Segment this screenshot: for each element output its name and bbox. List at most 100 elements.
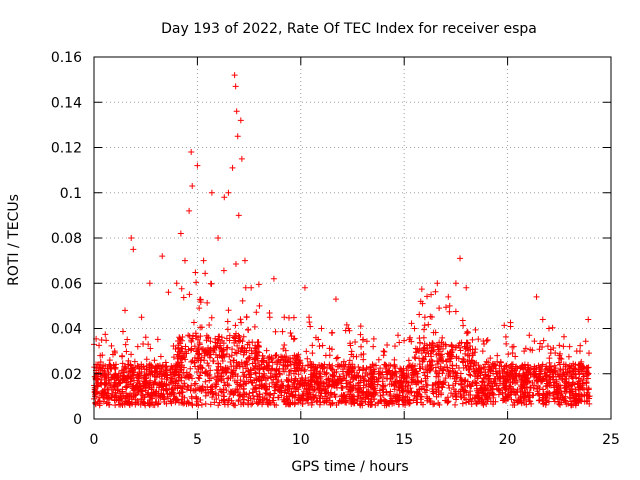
data-point-bg [494, 386, 501, 393]
data-point-bg [207, 375, 214, 382]
data-point-bg [175, 342, 182, 349]
data-point-bg [347, 378, 354, 385]
y-tick-label: 0.12 [51, 141, 82, 157]
data-point-bg [134, 343, 141, 350]
data-point [235, 212, 242, 219]
data-point-bg [188, 358, 195, 365]
data-point [177, 230, 184, 237]
data-point-bg [102, 381, 109, 388]
data-point-bg [457, 388, 464, 395]
data-point-bg [108, 394, 115, 401]
data-point-bg [170, 396, 177, 403]
data-point-bg [354, 398, 361, 405]
data-point-bg [559, 376, 566, 383]
data-point-bg [197, 396, 204, 403]
data-point-bg [511, 367, 518, 374]
data-point-bg [230, 334, 237, 341]
data-point-bg [400, 370, 407, 377]
data-point-bg [533, 372, 540, 379]
data-point-bg [467, 372, 474, 379]
y-tick-label: 0.02 [51, 367, 82, 383]
data-point-bg [456, 340, 463, 347]
data-point-bg [552, 365, 559, 372]
data-point-bg [146, 402, 153, 409]
data-point-bg [459, 400, 466, 407]
data-point-bg [279, 382, 286, 389]
data-point-bg [420, 401, 426, 408]
data-point-bg [563, 388, 570, 395]
data-point-bg [363, 338, 370, 345]
data-point-bg [272, 328, 279, 335]
data-point-bg [224, 326, 231, 333]
data-point-bg [482, 361, 489, 368]
data-point-bg [278, 392, 285, 399]
data-point-bg [272, 387, 279, 394]
data-point [345, 325, 352, 332]
data-point-bg [94, 398, 101, 405]
y-tick-label: 0.14 [51, 95, 82, 111]
data-point-bg [469, 352, 476, 359]
data-point-bg [334, 361, 341, 368]
data-point-bg [340, 358, 347, 365]
data-point-bg [334, 354, 341, 361]
data-point-bg [124, 392, 131, 399]
data-point [566, 343, 573, 350]
data-point-bg [263, 347, 270, 354]
data-point-bg [551, 398, 558, 405]
data-point-bg [419, 364, 426, 371]
data-point-bg [440, 367, 447, 374]
data-point-bg [290, 336, 297, 343]
data-point-bg [283, 401, 290, 408]
data-point-bg [380, 389, 387, 396]
data-point-bg [206, 354, 213, 361]
data-point-bg [531, 338, 538, 345]
data-point-bg [398, 374, 405, 381]
data-point-bg [501, 366, 508, 373]
data-point-bg [550, 369, 557, 376]
data-point-bg [244, 361, 251, 368]
data-point-bg [280, 396, 287, 403]
data-point-bg [570, 379, 577, 386]
data-point-bg [451, 368, 458, 375]
data-point-bg [565, 400, 572, 407]
data-point-bg [430, 401, 437, 408]
data-point-bg [471, 359, 478, 366]
data-point [200, 257, 207, 264]
data-point-bg [157, 353, 164, 360]
data-point-bg [179, 385, 186, 392]
data-point-bg [492, 368, 499, 375]
data-point-bg [232, 260, 239, 267]
data-point-bg [492, 362, 499, 369]
data-point-bg [313, 379, 320, 386]
data-point-bg [396, 377, 403, 384]
data-point-bg [236, 360, 243, 367]
data-point-bg [561, 382, 568, 389]
data-point-bg [310, 387, 317, 394]
data-point-bg [303, 382, 310, 389]
data-point-bg [215, 402, 222, 409]
data-point-bg [416, 346, 423, 353]
data-point-bg [461, 395, 468, 402]
data-point-bg [478, 395, 485, 402]
data-point-bg [355, 380, 362, 387]
data-point-bg [246, 390, 253, 397]
data-point-bg [271, 384, 278, 391]
data-point-bg [284, 395, 291, 402]
data-point-bg [204, 299, 211, 306]
data-point-bg [282, 365, 289, 372]
data-point-bg [251, 323, 258, 330]
data-point-bg [452, 369, 459, 376]
data-point-bg [158, 373, 165, 380]
data-point-bg [123, 384, 130, 391]
data-point-bg [350, 393, 357, 400]
data-point-bg [550, 395, 557, 402]
data-point-bg [562, 371, 569, 378]
y-tick-label: 0.06 [51, 276, 82, 292]
data-point-bg [500, 380, 507, 387]
data-point-bg [127, 381, 134, 388]
data-point-bg [176, 390, 183, 397]
data-point-bg [505, 388, 512, 395]
data-point-bg [574, 380, 581, 387]
data-point-bg [213, 376, 220, 383]
data-point-bg [198, 346, 205, 353]
